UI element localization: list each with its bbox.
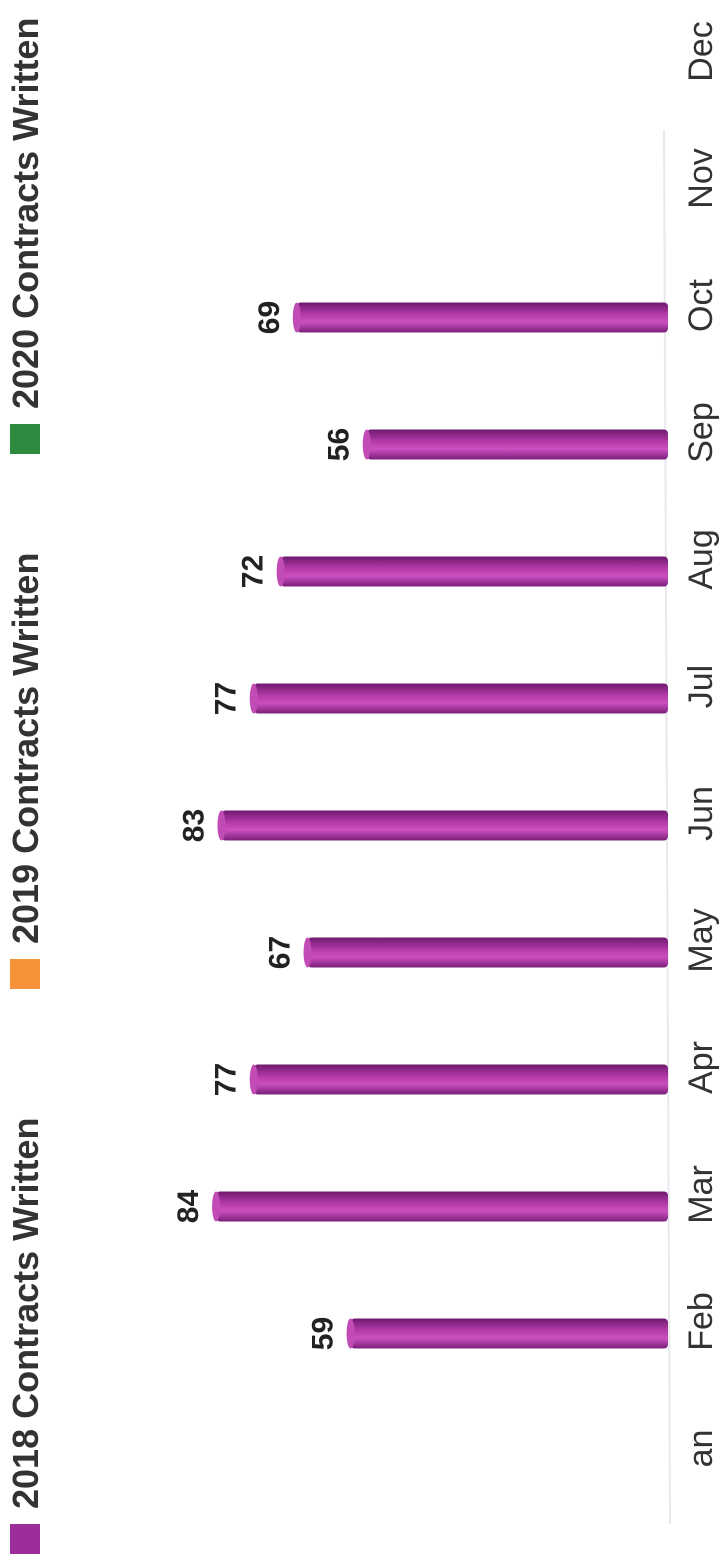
legend: 2018 Contracts Written 2019 Contracts Wri… — [5, 18, 46, 1554]
x-tick-label: Apr — [682, 1041, 720, 1094]
bar — [362, 429, 668, 460]
data-label: 56 — [323, 428, 356, 461]
legend-label: 2018 Contracts Written — [5, 1118, 46, 1509]
legend-item: 2019 Contracts Written — [5, 553, 46, 989]
x-tick-label: Jul — [682, 665, 720, 708]
x-tick-label: Nov — [682, 148, 720, 208]
bar — [212, 1191, 669, 1222]
legend-swatch — [10, 959, 40, 989]
legend-label: 2019 Contracts Written — [5, 553, 46, 944]
data-label: 67 — [264, 936, 297, 969]
legend-item: 2020 Contracts Written — [5, 18, 46, 454]
legend-item: 2018 Contracts Written — [5, 1118, 46, 1554]
data-label: 83 — [177, 809, 210, 842]
data-label: 84 — [172, 1190, 205, 1224]
legend-swatch — [10, 1524, 40, 1554]
legend-swatch — [10, 424, 40, 454]
x-tick-label: May — [682, 908, 720, 972]
legend-label: 2020 Contracts Written — [5, 18, 46, 409]
data-label: 69 — [253, 301, 286, 334]
data-label: 59 — [307, 1317, 340, 1350]
x-tick-label: Jun — [682, 786, 720, 841]
data-label: 77 — [210, 682, 243, 715]
bar — [346, 1318, 668, 1349]
bar — [249, 1064, 669, 1095]
value-labels: 59 84 77 67 83 77 72 56 69 — [172, 301, 356, 1350]
x-tick-label: Aug — [682, 529, 720, 590]
bar — [217, 810, 669, 841]
x-axis-labels: an Feb Mar Apr May Jun Jul Aug Sep Oct Nov Dec — [682, 21, 720, 1467]
bars — [212, 302, 669, 1349]
x-tick-label: Dec — [682, 21, 720, 81]
x-tick-label: Sep — [682, 402, 720, 463]
x-tick-label: Oct — [682, 279, 720, 332]
x-tick-label: an — [682, 1430, 720, 1468]
bar — [276, 556, 668, 587]
x-tick-label: Feb — [682, 1292, 720, 1351]
bar — [303, 937, 668, 968]
x-tick-label: Mar — [682, 1165, 720, 1224]
data-label: 77 — [210, 1063, 243, 1096]
data-label: 72 — [237, 555, 270, 588]
bar — [249, 683, 669, 714]
bar — [292, 302, 668, 333]
